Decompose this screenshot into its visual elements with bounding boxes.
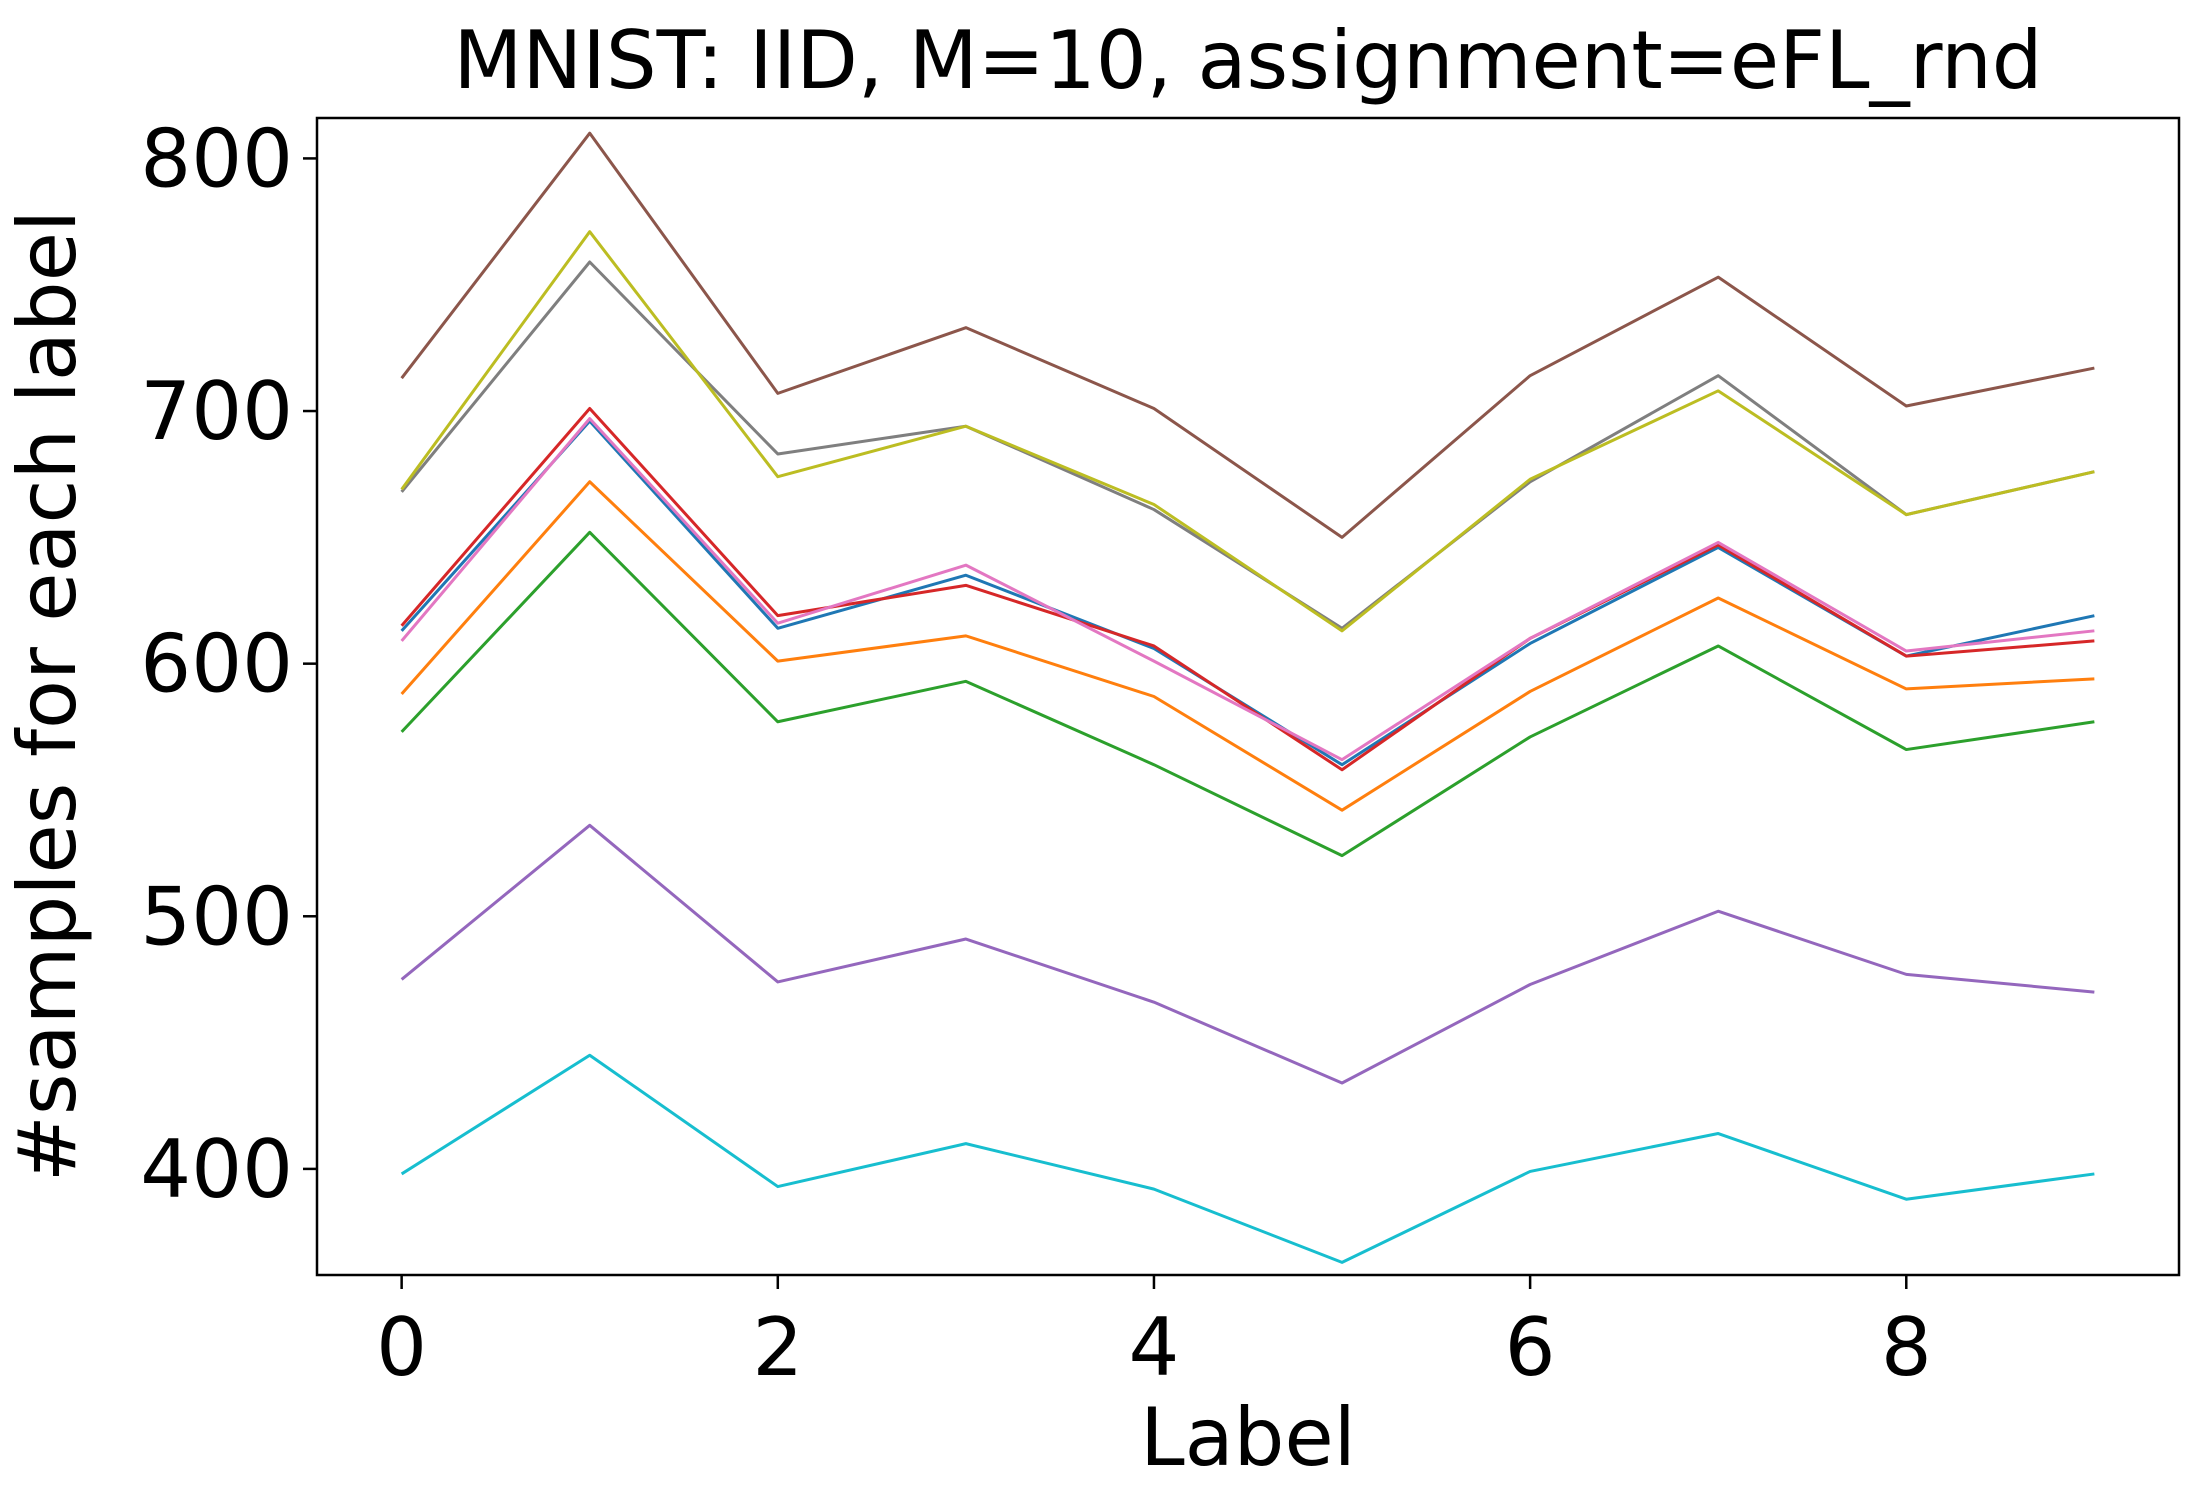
y-tick-label: 500	[140, 870, 293, 963]
y-tick-label: 700	[140, 365, 293, 458]
series-lines	[400, 131, 2095, 1264]
series-line-3	[400, 407, 2095, 772]
plot-frame	[315, 116, 2181, 1277]
chart-title: MNIST: IID, M=10, assignment=eFL_rnd	[453, 14, 2042, 107]
series-line-2	[400, 530, 2095, 858]
x-tick-label: 6	[1505, 1301, 1556, 1394]
y-axis-label: #samples for each label	[1, 210, 94, 1182]
series-line-8	[400, 230, 2095, 633]
series-line-9	[400, 1053, 2095, 1264]
y-axis-ticks: 400 500 600 700 800	[140, 112, 317, 1216]
x-axis-label: Label	[1140, 1391, 1356, 1484]
y-tick-label: 600	[140, 618, 293, 711]
x-tick-label: 8	[1881, 1301, 1932, 1394]
y-tick-label: 800	[140, 112, 293, 205]
series-line-5	[400, 131, 2095, 539]
series-line-6	[400, 417, 2095, 762]
x-axis-ticks: 0 2 4 6 8	[376, 1275, 1932, 1394]
y-tick-label: 400	[140, 1123, 293, 1216]
x-tick-label: 2	[752, 1301, 803, 1394]
series-line-1	[400, 480, 2095, 812]
series-line-4	[400, 823, 2095, 1085]
x-tick-label: 4	[1129, 1301, 1180, 1394]
x-tick-label: 0	[376, 1301, 427, 1394]
plot-area	[315, 116, 2181, 1277]
